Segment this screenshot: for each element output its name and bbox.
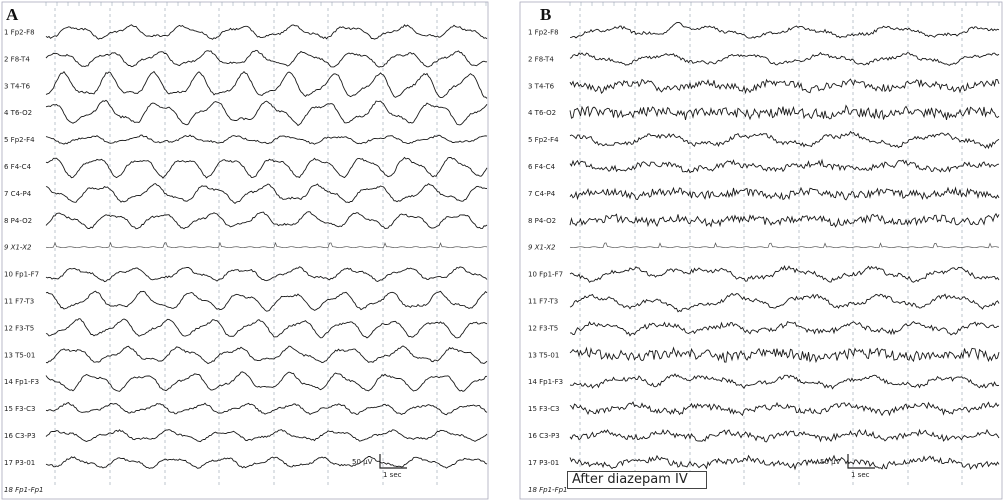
eeg-trace <box>569 428 1000 443</box>
eeg-trace <box>569 292 1000 313</box>
channel-label: 14 Fp1-F3 <box>528 378 563 386</box>
scale-time-label: 1 sec <box>383 471 402 479</box>
channel-label: 12 F3-T5 <box>528 324 558 332</box>
channel-label: 8 P4-O2 <box>4 217 32 225</box>
channel-label: 18 Fp1-Fp1 <box>4 486 44 494</box>
eeg-trace <box>45 402 488 416</box>
channel-label: 13 T5-01 <box>4 351 35 359</box>
eeg-trace <box>45 156 488 179</box>
eeg-trace <box>45 290 488 312</box>
channel-label: 17 P3-01 <box>528 459 559 467</box>
eeg-trace <box>45 183 488 204</box>
channel-label: 7 C4-P4 <box>4 190 32 198</box>
scale-amplitude-label: 50 µV <box>352 458 373 466</box>
eeg-trace <box>45 70 488 99</box>
channel-label: 10 Fp1-F7 <box>528 271 563 279</box>
panel-frame <box>519 1 1003 500</box>
eeg-trace <box>45 456 488 469</box>
panel-b-letter: B <box>540 5 551 24</box>
scale-bar <box>379 454 407 469</box>
eeg-trace <box>569 401 1000 417</box>
panel-a-letter: A <box>6 5 19 24</box>
eeg-trace <box>569 186 1000 201</box>
eeg-trace <box>45 345 488 365</box>
channel-label: 4 T6-O2 <box>4 109 32 117</box>
eeg-trace <box>569 265 1000 283</box>
eeg-trace <box>569 454 1000 471</box>
channel-label: 3 T4-T6 <box>528 82 555 90</box>
channel-label: 7 C4-P4 <box>528 190 556 198</box>
eeg-trace <box>569 78 1000 95</box>
eeg-trace <box>569 130 1000 150</box>
eeg-trace <box>569 373 1000 390</box>
panel-a: A 1 Fp2-F8 2 F8-T4 3 T4-T6 4 T6-O2 5 Fp2-F4 6… <box>1 1 489 500</box>
channel-label: 11 F7-T3 <box>528 298 558 306</box>
eeg-trace <box>45 134 488 145</box>
channel-label: 11 F7-T3 <box>4 298 34 306</box>
annotation-text: After diazepam IV <box>572 472 688 487</box>
eeg-trace <box>45 318 488 339</box>
annotation-box: After diazepam IV <box>567 471 707 489</box>
channel-label: 5 Fp2-F4 <box>4 136 35 144</box>
eeg-trace <box>569 22 1000 39</box>
eeg-trace <box>45 49 487 68</box>
channel-label: 12 F3-T5 <box>4 324 34 332</box>
channel-label: 2 F8-T4 <box>4 55 30 63</box>
channel-label: 16 C3-P3 <box>528 432 560 440</box>
channel-label: 9 X1-X2 <box>528 244 556 252</box>
channel-label: 1 Fp2-F8 <box>4 29 35 37</box>
eeg-trace <box>569 51 1000 66</box>
channel-label: 6 F4-C4 <box>528 163 556 171</box>
channel-label: 13 T5-01 <box>528 351 559 359</box>
channel-label: 5 Fp2-F4 <box>528 136 559 144</box>
channel-label: 3 T4-T6 <box>4 82 31 90</box>
eeg-trace <box>570 320 999 337</box>
eeg-trace <box>569 212 1000 228</box>
panel-frame <box>1 1 489 500</box>
channel-label: 1 Fp2-F8 <box>528 29 559 37</box>
eeg-trace <box>45 371 488 392</box>
scale-time-label: 1 sec <box>851 471 870 479</box>
eeg-trace <box>569 158 1000 174</box>
channel-label: 9 X1-X2 <box>4 244 32 252</box>
eeg-trace <box>45 241 488 249</box>
eeg-trace <box>45 429 488 443</box>
channel-label: 16 C3-P3 <box>4 432 36 440</box>
channel-label: 4 T6-O2 <box>528 109 556 117</box>
eeg-trace <box>45 24 488 40</box>
eeg-trace <box>569 104 1000 121</box>
channel-label: 8 P4-O2 <box>528 217 556 225</box>
channel-label: 2 F8-T4 <box>528 55 554 63</box>
eeg-trace <box>45 211 488 230</box>
eeg-trace <box>569 346 1000 364</box>
channel-label: 6 F4-C4 <box>4 163 32 171</box>
panel-b: B 1 Fp2-F8 2 F8-T4 3 T4-T6 4 T6-O2 5 Fp2-F4 6… <box>519 1 1003 500</box>
eeg-trace <box>45 99 488 127</box>
eeg-trace <box>45 266 488 283</box>
eeg-trace <box>569 242 1000 249</box>
channel-label: 15 F3-C3 <box>528 405 559 413</box>
channel-label: 10 Fp1-F7 <box>4 271 39 279</box>
channel-label: 18 Fp1-Fp1 <box>528 486 568 494</box>
channel-label: 14 Fp1-F3 <box>4 378 39 386</box>
channel-label: 15 F3-C3 <box>4 405 35 413</box>
scale-bar <box>847 454 875 469</box>
scale-amplitude-label: 50 µV <box>820 458 841 466</box>
channel-label: 17 P3-01 <box>4 459 35 467</box>
